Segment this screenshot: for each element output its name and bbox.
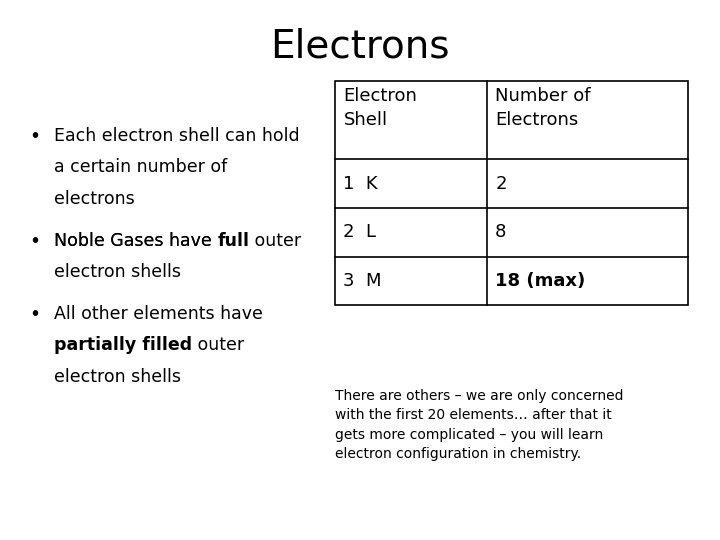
Bar [335,81,688,305]
Text: Noble Gases have: Noble Gases have [54,232,217,249]
Text: 3  M: 3 M [343,272,382,290]
Text: Each electron shell can hold: Each electron shell can hold [54,127,300,145]
Text: •: • [29,305,40,324]
Text: a certain number of: a certain number of [54,158,228,176]
Text: 1  K: 1 K [343,174,378,193]
Text: electron shells: electron shells [54,368,181,386]
Text: All other elements have: All other elements have [54,305,263,323]
Text: electrons: electrons [54,190,135,207]
Text: outer: outer [192,336,244,354]
Text: •: • [29,232,40,251]
Text: There are others – we are only concerned
with the first 20 elements… after that : There are others – we are only concerned… [335,389,624,461]
Text: 8: 8 [495,223,506,241]
Text: Number of
Electrons: Number of Electrons [495,87,590,129]
Text: Electron
Shell: Electron Shell [343,87,418,129]
Text: 2: 2 [495,174,507,193]
Text: •: • [29,127,40,146]
Text: outer: outer [249,232,302,249]
Text: 2  L: 2 L [343,223,377,241]
Text: electron shells: electron shells [54,263,181,281]
Text: 18 (max): 18 (max) [495,272,585,290]
Text: Noble Gases have: Noble Gases have [54,232,217,249]
Text: Electrons: Electrons [270,27,450,65]
Text: full: full [217,232,249,249]
Text: partially filled: partially filled [54,336,192,354]
